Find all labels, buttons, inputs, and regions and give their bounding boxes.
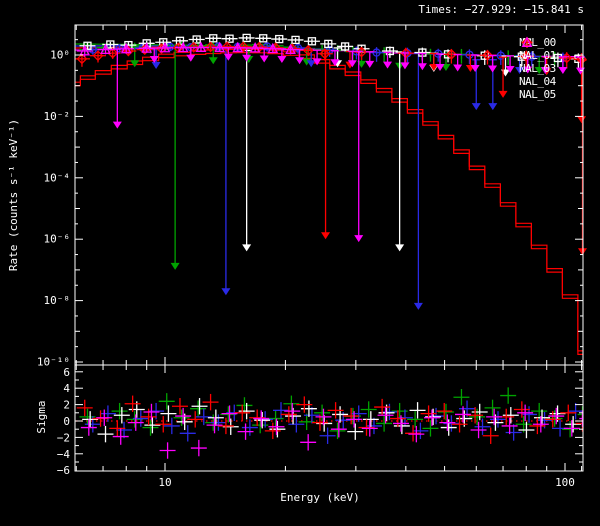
time-interval-title: Times: −27.929: −15.841 s: [418, 3, 584, 16]
y-tick-label: 10⁻⁴: [44, 171, 71, 184]
sigma-tick-label: −4: [57, 448, 71, 461]
y-tick-label: 10⁻⁸: [44, 294, 71, 307]
y-tick-label: 10⁻¹⁰: [37, 356, 70, 369]
x-tick-label: 10: [158, 476, 171, 489]
y-axis-label-sigma: Sigma: [35, 400, 48, 434]
y-tick-label: 10⁰: [50, 49, 70, 62]
legend: NAL_00 NAL_01 NAL_03 NAL_04 NAL_05: [519, 36, 575, 101]
sigma-tick-label: 6: [63, 366, 70, 379]
series-NAL_01-upper-limits: [151, 48, 525, 310]
circle-marker-icon: [522, 38, 575, 62]
series-NAL_00-upper-limits: [130, 44, 544, 270]
y-tick-label: 10⁻²: [44, 110, 71, 123]
sigma-tick-label: 4: [63, 382, 70, 395]
triangle-marker-icon: [521, 36, 575, 101]
x-axis-label: Energy (keV): [280, 491, 360, 504]
model-folded-cutoff-outline: [75, 52, 583, 355]
sigma-tick-label: −6: [57, 464, 70, 477]
diamond-marker-icon: [521, 37, 575, 88]
series-NAL_05-points: [76, 41, 299, 57]
legend-item-nal-05: NAL_05: [519, 36, 575, 101]
model-folded-cutoff: [75, 48, 583, 352]
series-NAL_04-sigma: [76, 393, 584, 444]
legend-item-nal-03: NAL_03: [519, 37, 575, 75]
series-NAL_01-sigma: [84, 400, 583, 444]
x-tick-label: 100: [555, 476, 575, 489]
y-axis-label-rate: Rate (counts s⁻¹ keV⁻¹): [7, 118, 20, 272]
legend-item-nal-04: NAL_04: [519, 37, 575, 88]
y-tick-label: 10⁻⁶: [44, 233, 71, 246]
sigma-tick-label: 2: [63, 399, 70, 412]
sigma-tick-label: −2: [57, 431, 70, 444]
axes-frame: 10 100 10⁰ 10⁻² 10⁻⁴ 10⁻⁶ 10⁻⁸ 10⁻¹⁰6 4 2 0 −2 −4 −6: [37, 24, 584, 489]
model-histograms: [75, 43, 583, 355]
sigma-tick-label: 0: [63, 415, 70, 428]
legend-glyph: [521, 36, 533, 47]
legend-label: NAL_03: [519, 62, 556, 75]
series-NAL_00-sigma: [79, 387, 584, 440]
legend-label: NAL_01: [519, 49, 556, 62]
series-NAL_05-upper-limits: [112, 46, 585, 243]
plus-marker-icon: [523, 36, 575, 49]
series-NAL_05-sigma: [80, 402, 584, 459]
legend-label: NAL_04: [519, 75, 556, 88]
legend-label: NAL_05: [519, 88, 556, 101]
square-marker-icon: [522, 37, 575, 75]
legend-item-nal-01: NAL_01: [519, 38, 575, 62]
